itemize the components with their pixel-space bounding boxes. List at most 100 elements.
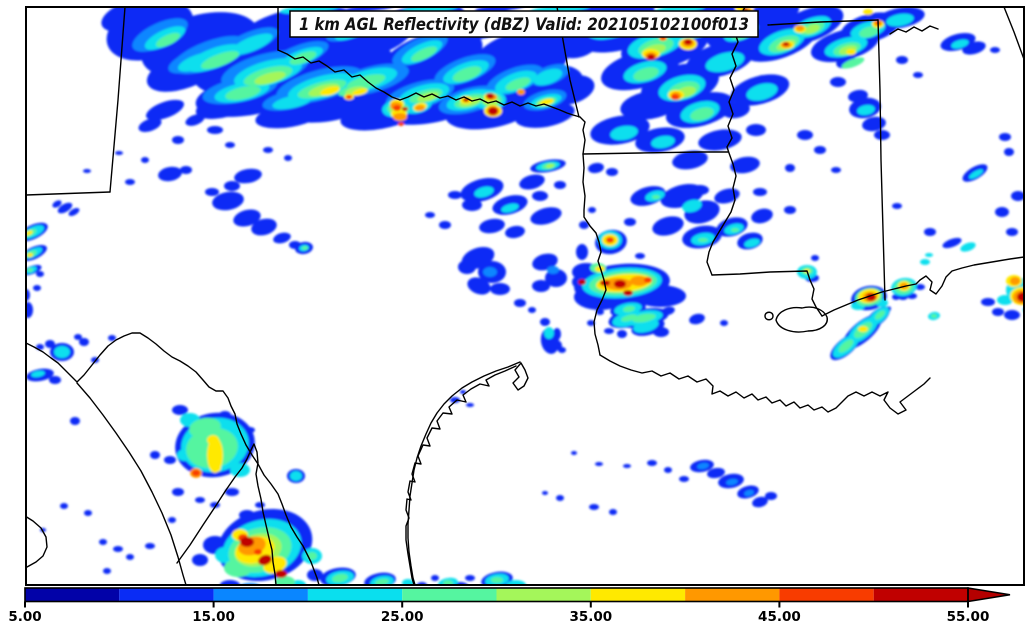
- state-border-tx-ar-and-ar-la: [579, 116, 729, 155]
- radar-echo-blob: [990, 47, 1000, 53]
- radar-echo-blob: [610, 125, 638, 141]
- radar-echo-blob: [54, 346, 70, 358]
- radar-echo-blob: [744, 238, 760, 248]
- state-border-la-ms-31n-pearl-river: [711, 270, 823, 317]
- radar-echo-blob: [375, 578, 389, 585]
- radar-echo-blob: [284, 155, 292, 161]
- radar-echo-blob: [875, 310, 885, 320]
- radar-echo-blob: [113, 546, 123, 552]
- radar-echo-blob: [863, 9, 873, 15]
- colorbar-segment: [496, 588, 591, 602]
- radar-echo-blob: [26, 230, 33, 236]
- radar-echo-blob: [859, 26, 879, 38]
- radar-echo-blob: [465, 575, 475, 581]
- radar-echo-blob: [448, 191, 462, 199]
- radar-echo-blob: [635, 253, 645, 259]
- radar-echo-blob: [479, 218, 505, 234]
- colorbar-segment: [213, 588, 308, 602]
- radar-echo-blob: [225, 488, 239, 496]
- radar-echo-blob: [544, 327, 554, 339]
- radar-echo-blob: [784, 206, 796, 214]
- radar-echo-blob: [178, 52, 216, 72]
- radar-echo-blob: [506, 580, 526, 585]
- radar-echo-blob: [587, 320, 595, 326]
- radar-echo-blob: [968, 169, 984, 179]
- radar-echo-blob: [1006, 228, 1018, 236]
- radar-echo-blob: [595, 462, 603, 466]
- radar-echo-blob: [514, 299, 526, 307]
- radar-echo-blob: [651, 135, 675, 149]
- radar-echo-blob: [962, 41, 986, 55]
- radar-echo-blob: [830, 77, 846, 87]
- state-border-lake-pontchartrain: [775, 306, 828, 333]
- colorbar-tick-label: 55.00: [947, 609, 990, 625]
- state-border-nm-tx-east: [109, 7, 126, 193]
- radar-echo-blob: [588, 162, 604, 174]
- radar-echo-blob: [240, 537, 254, 547]
- radar-echo-blob: [698, 238, 708, 242]
- radar-echo-blob: [606, 168, 618, 176]
- radar-echo-blob: [273, 232, 291, 244]
- radar-echo-blob: [27, 268, 33, 272]
- radar-echo-blob: [245, 427, 255, 433]
- radar-echo-blob: [220, 580, 240, 585]
- radar-echo-blob: [707, 467, 725, 479]
- radar-echo-blob: [999, 133, 1011, 141]
- radar-echo-blob: [207, 437, 223, 473]
- colorbar-outline: [24, 587, 969, 603]
- radar-echo-blob: [915, 284, 925, 290]
- radar-echo-blob: [886, 13, 914, 27]
- radar-echo-blob: [83, 169, 91, 173]
- radar-echo-blob: [689, 313, 705, 325]
- radar-echo-blob: [254, 71, 286, 85]
- radar-echo-blob: [558, 347, 566, 353]
- colorbar-segment: [25, 588, 120, 602]
- radar-echo-blob: [814, 146, 826, 154]
- radar-echo-blob: [398, 122, 404, 126]
- radar-echo-blob: [101, 7, 159, 32]
- radar-echo-blob: [189, 417, 221, 439]
- radar-echo-blob: [452, 66, 482, 82]
- colorbar-tick-label: 45.00: [758, 609, 801, 625]
- radar-echo-blob: [604, 328, 614, 334]
- radar-echo-blob: [960, 242, 976, 252]
- radar-echo-blob: [606, 237, 614, 243]
- radar-echo-blob: [951, 39, 969, 49]
- radar-echo-blob: [874, 130, 890, 140]
- radar-echo-blob: [931, 314, 937, 318]
- radar-echo-blob: [730, 156, 760, 174]
- colorbar-segment: [402, 588, 497, 602]
- radar-echo-blob: [997, 295, 1013, 305]
- radar-echo-blob: [896, 56, 908, 64]
- radar-echo-blob: [892, 203, 902, 209]
- radar-echo-blob: [172, 136, 184, 144]
- radar-echo-blob: [483, 267, 497, 277]
- state-border-lake-maurepas: [764, 311, 774, 321]
- radar-echo-blob: [624, 218, 636, 226]
- radar-echo-blob: [691, 185, 709, 195]
- radar-echo-blob: [746, 124, 766, 136]
- radar-echo-blob: [192, 554, 208, 566]
- radar-echo-blob: [1011, 191, 1024, 201]
- colorbar-segment: [119, 588, 214, 602]
- radar-echo-blob: [458, 260, 476, 274]
- radar-echo-blob: [571, 451, 577, 455]
- radar-echo-blob: [857, 104, 875, 116]
- radar-echo-blob: [33, 285, 41, 291]
- state-border-mexico-west-curve: [26, 515, 48, 568]
- radar-echo-blob: [272, 94, 312, 110]
- radar-echo-blob: [45, 340, 55, 348]
- radar-echo-blob: [466, 403, 474, 407]
- radar-echo-blob: [115, 151, 123, 155]
- radar-echo-blob: [185, 114, 205, 126]
- state-border-nm-tx-south: [26, 191, 111, 196]
- radar-echo-blob: [125, 179, 135, 185]
- radar-echo-blob: [831, 167, 841, 173]
- radar-echo-blob: [609, 509, 617, 515]
- state-border-tn-ms: [767, 19, 879, 26]
- state-border-ms-al: [877, 19, 886, 301]
- radar-echo-blob: [554, 181, 566, 189]
- radar-echo-blob: [254, 549, 262, 555]
- radar-echo-blob: [576, 244, 588, 260]
- colorbar-tick-label: 25.00: [381, 609, 424, 625]
